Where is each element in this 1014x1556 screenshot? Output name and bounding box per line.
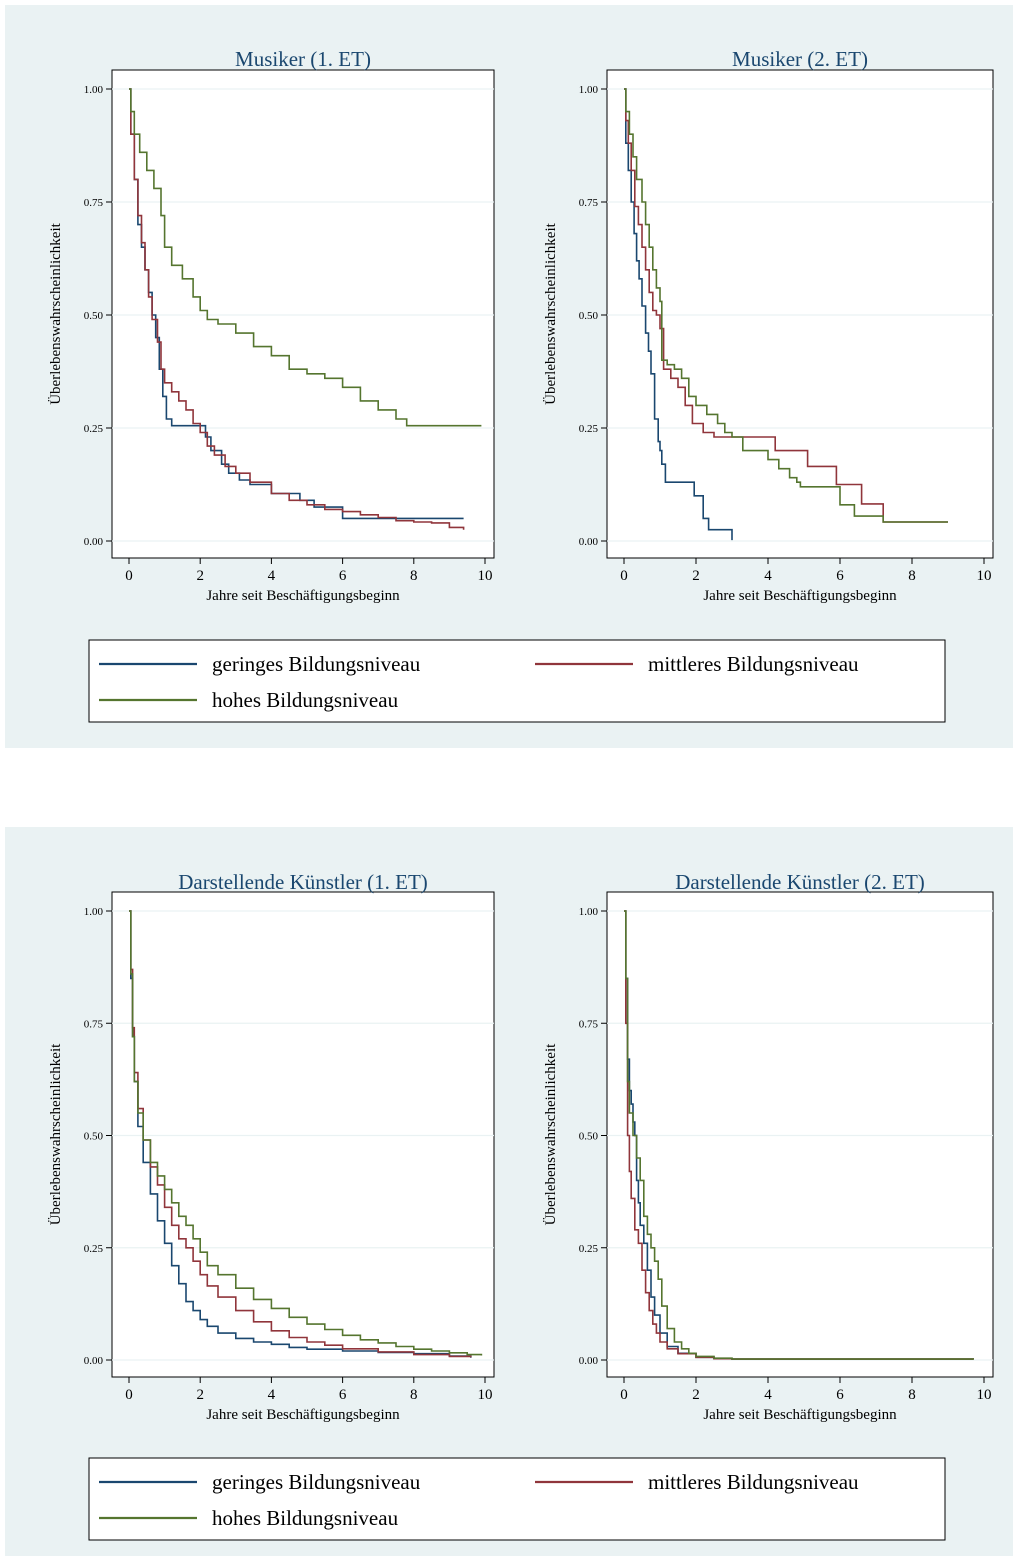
x-tick-label: 8 — [410, 568, 418, 584]
series-line-2 — [129, 910, 472, 1358]
legend-label: hohes Bildungsniveau — [212, 688, 399, 712]
y-axis-label: Überlebenswahrscheinlichkeit — [542, 222, 559, 404]
x-tick-label: 6 — [836, 568, 844, 584]
series-line-2 — [624, 88, 948, 523]
x-tick-label: 6 — [339, 568, 347, 584]
y-tick-label: 0.25 — [84, 1243, 104, 1255]
y-tick-label: 0.25 — [579, 1243, 599, 1255]
y-tick-label: 0.25 — [579, 423, 599, 435]
y-tick-label: 0.00 — [84, 1355, 104, 1367]
x-tick-label: 10 — [478, 1387, 493, 1403]
y-tick-label: 0.75 — [579, 1018, 599, 1030]
y-tick-label: 0.75 — [84, 197, 104, 209]
x-tick-label: 6 — [339, 1387, 347, 1403]
legend-label: mittleres Bildungsniveau — [648, 652, 859, 676]
x-tick-label: 2 — [692, 568, 700, 584]
y-tick-label: 0.25 — [84, 423, 104, 435]
y-tick-label: 0.75 — [84, 1018, 104, 1030]
x-axis-label: Jahre seit Beschäftigungsbeginn — [703, 1407, 897, 1423]
plot-area — [606, 891, 994, 1378]
x-tick-label: 0 — [620, 568, 628, 584]
y-tick-label: 0.75 — [579, 197, 599, 209]
x-axis-label: Jahre seit Beschäftigungsbeginn — [703, 588, 897, 604]
chart-panel-2: Musiker (2. ET) 0.00 0.25 0.50 0.75 1.00 0 2 4 6 8… — [542, 47, 994, 604]
chart-title: Darstellende Künstler (1. ET) — [178, 870, 428, 894]
x-tick-label: 10 — [977, 568, 992, 584]
series-line-2 — [129, 88, 465, 530]
y-tick-label: 0.50 — [84, 1131, 104, 1143]
y-tick-label: 0.50 — [579, 1131, 599, 1143]
plot-area — [606, 69, 994, 559]
x-tick-label: 2 — [196, 568, 204, 584]
series-line-3 — [624, 910, 974, 1360]
legend-label: geringes Bildungsniveau — [212, 652, 421, 676]
x-tick-label: 0 — [620, 1387, 628, 1403]
x-tick-label: 4 — [764, 568, 772, 584]
chart-panel-4: Darstellende Künstler (2. ET) 0.00 0.25 0.5… — [542, 870, 994, 1423]
x-tick-label: 6 — [836, 1387, 844, 1403]
chart-title: Musiker (1. ET) — [235, 47, 371, 71]
chart-panel-3: Darstellende Künstler (1. ET) 0.00 0.25 0.5… — [47, 870, 495, 1423]
y-tick-label: 0.50 — [84, 310, 104, 322]
chart-panel-1: Musiker (1. ET) 0.00 0.25 0.50 0.75 1.00 0 2 4 6 8… — [47, 47, 495, 604]
y-tick-label: 1.00 — [579, 84, 599, 96]
plot-area — [111, 891, 495, 1378]
plot-area — [111, 69, 495, 559]
chart-title: Darstellende Künstler (2. ET) — [675, 870, 925, 894]
x-tick-label: 2 — [692, 1387, 700, 1403]
legend-1: geringes Bildungsniveau mittleres Bildung… — [88, 639, 946, 723]
x-tick-label: 10 — [977, 1387, 992, 1403]
x-tick-label: 8 — [410, 1387, 418, 1403]
chart-title: Musiker (2. ET) — [732, 47, 868, 71]
series-line-3 — [624, 88, 948, 523]
legend-label: hohes Bildungsniveau — [212, 1506, 399, 1530]
x-tick-label: 4 — [268, 568, 276, 584]
y-axis-label: Überlebenswahrscheinlichkeit — [47, 222, 64, 404]
x-tick-label: 2 — [196, 1387, 204, 1403]
x-tick-label: 8 — [908, 1387, 916, 1403]
y-tick-label: 0.00 — [84, 536, 104, 548]
x-tick-label: 4 — [764, 1387, 772, 1403]
x-tick-label: 4 — [268, 1387, 276, 1403]
y-tick-label: 1.00 — [84, 84, 104, 96]
legend-2: geringes Bildungsniveau mittleres Bildung… — [88, 1457, 946, 1541]
y-tick-label: 0.00 — [579, 536, 599, 548]
series-line-3 — [129, 910, 483, 1356]
legend-box — [88, 639, 946, 723]
y-axis-label: Überlebenswahrscheinlichkeit — [47, 1043, 64, 1225]
x-tick-label: 10 — [478, 568, 493, 584]
legend-label: geringes Bildungsniveau — [212, 1470, 421, 1494]
series-line-1 — [624, 88, 733, 541]
series-line-3 — [129, 88, 482, 427]
x-tick-label: 8 — [908, 568, 916, 584]
x-axis-label: Jahre seit Beschäftigungsbeginn — [206, 1407, 400, 1423]
y-tick-label: 0.00 — [579, 1355, 599, 1367]
y-tick-label: 0.50 — [579, 310, 599, 322]
x-tick-label: 0 — [125, 1387, 133, 1403]
series-line-1 — [129, 910, 472, 1358]
y-tick-label: 1.00 — [84, 906, 104, 918]
legend-label: mittleres Bildungsniveau — [648, 1470, 859, 1494]
series-line-2 — [624, 910, 974, 1360]
x-tick-label: 0 — [125, 568, 133, 584]
y-axis-label: Überlebenswahrscheinlichkeit — [542, 1043, 559, 1225]
x-axis-label: Jahre seit Beschäftigungsbeginn — [206, 588, 400, 604]
y-tick-label: 1.00 — [579, 906, 599, 918]
legend-box — [88, 1457, 946, 1541]
